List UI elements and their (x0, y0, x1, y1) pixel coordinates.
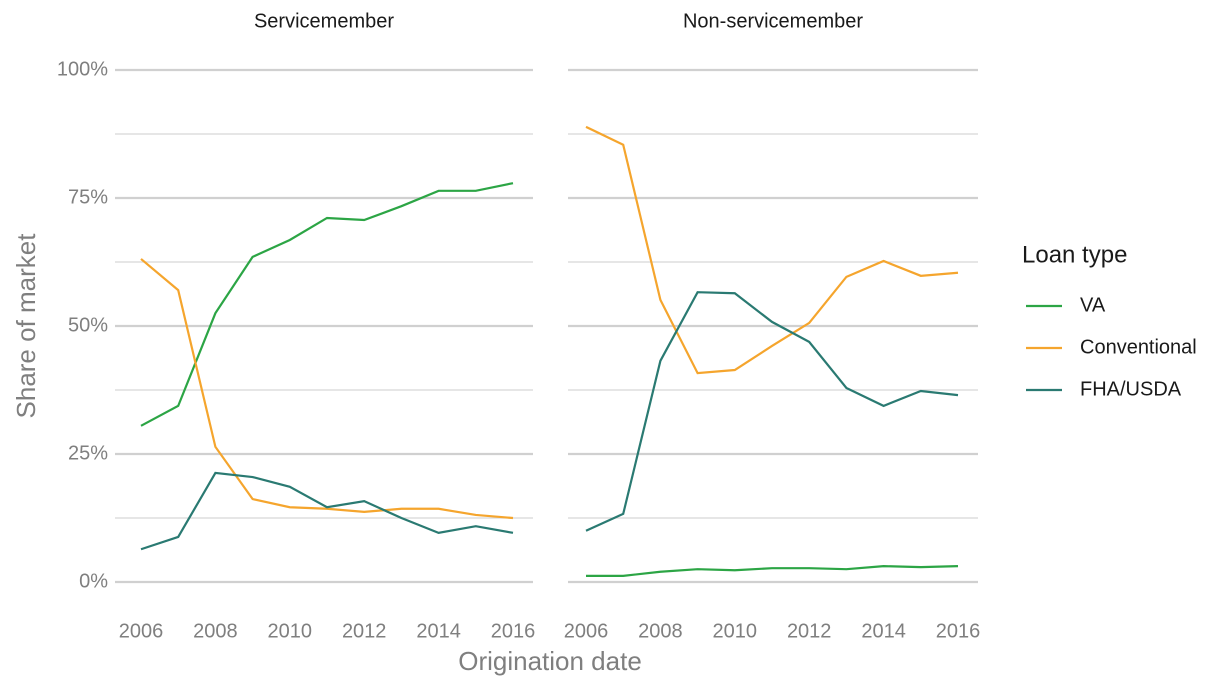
facet-title: Non-servicemember (683, 10, 863, 32)
x-tick-label: 2012 (342, 620, 387, 642)
x-tick-label: 2008 (638, 620, 683, 642)
legend-label: Conventional (1080, 336, 1197, 358)
x-tick-label: 2014 (861, 620, 906, 642)
x-tick-label: 2006 (119, 620, 164, 642)
x-tick-label: 2010 (713, 620, 758, 642)
x-tick-label: 2010 (268, 620, 313, 642)
x-tick-label: 2006 (564, 620, 609, 642)
series-line (585, 291, 959, 532)
y-axis-label: Share of market (11, 233, 41, 419)
x-tick-label: 2016 (491, 620, 536, 642)
legend-title: Loan type (1022, 241, 1127, 268)
y-tick-label: 0% (79, 570, 108, 592)
y-tick-label: 50% (68, 314, 108, 336)
x-tick-label: 2008 (193, 620, 238, 642)
y-tick-label: 100% (57, 58, 108, 80)
series-line (585, 125, 959, 375)
legend-label: FHA/USDA (1080, 378, 1182, 400)
x-axis-label: Origination date (458, 646, 642, 676)
legend-label: VA (1080, 294, 1106, 316)
series-line (140, 258, 514, 520)
x-tick-label: 2014 (416, 620, 461, 642)
series-line (140, 471, 514, 551)
y-tick-label: 25% (68, 442, 108, 464)
series-line (140, 182, 514, 427)
series-line (586, 565, 959, 577)
x-tick-label: 2012 (787, 620, 832, 642)
facet-title: Servicemember (254, 10, 394, 32)
x-tick-label: 2016 (936, 620, 981, 642)
y-tick-label: 75% (68, 186, 108, 208)
